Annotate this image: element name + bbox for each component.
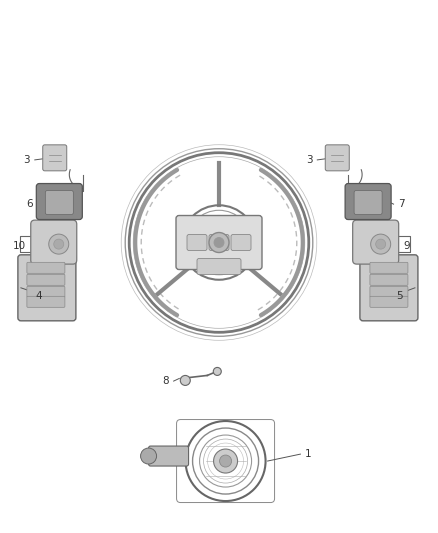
FancyBboxPatch shape bbox=[345, 183, 391, 220]
FancyBboxPatch shape bbox=[148, 446, 189, 466]
Circle shape bbox=[209, 232, 229, 253]
Circle shape bbox=[180, 375, 190, 385]
Text: 5: 5 bbox=[396, 291, 403, 301]
FancyBboxPatch shape bbox=[370, 286, 408, 297]
Text: 3: 3 bbox=[306, 155, 312, 165]
Text: 3: 3 bbox=[23, 155, 30, 165]
Text: 10: 10 bbox=[13, 241, 26, 251]
FancyBboxPatch shape bbox=[360, 255, 418, 321]
FancyBboxPatch shape bbox=[325, 145, 349, 171]
Circle shape bbox=[141, 448, 156, 464]
Circle shape bbox=[371, 234, 391, 254]
FancyBboxPatch shape bbox=[27, 274, 65, 285]
FancyBboxPatch shape bbox=[18, 255, 76, 321]
Text: 1: 1 bbox=[304, 449, 311, 459]
FancyBboxPatch shape bbox=[187, 235, 207, 251]
FancyBboxPatch shape bbox=[43, 145, 67, 171]
Text: 7: 7 bbox=[399, 199, 405, 209]
FancyBboxPatch shape bbox=[36, 183, 82, 220]
Circle shape bbox=[376, 239, 386, 249]
FancyBboxPatch shape bbox=[31, 220, 77, 264]
FancyBboxPatch shape bbox=[370, 262, 408, 273]
FancyBboxPatch shape bbox=[176, 215, 262, 270]
Text: 4: 4 bbox=[35, 291, 42, 301]
Text: 8: 8 bbox=[162, 376, 169, 386]
Circle shape bbox=[54, 239, 64, 249]
Text: 6: 6 bbox=[26, 199, 33, 209]
FancyBboxPatch shape bbox=[45, 190, 73, 215]
Circle shape bbox=[219, 455, 232, 467]
FancyBboxPatch shape bbox=[353, 220, 399, 264]
FancyBboxPatch shape bbox=[27, 262, 65, 273]
FancyBboxPatch shape bbox=[27, 286, 65, 297]
Circle shape bbox=[49, 234, 69, 254]
Circle shape bbox=[214, 449, 237, 473]
FancyBboxPatch shape bbox=[209, 235, 229, 251]
FancyBboxPatch shape bbox=[370, 274, 408, 285]
FancyBboxPatch shape bbox=[231, 235, 251, 251]
Circle shape bbox=[214, 238, 224, 247]
Circle shape bbox=[213, 367, 221, 375]
FancyBboxPatch shape bbox=[27, 296, 65, 308]
Text: 9: 9 bbox=[403, 241, 410, 251]
FancyBboxPatch shape bbox=[354, 190, 382, 215]
FancyBboxPatch shape bbox=[370, 296, 408, 308]
FancyBboxPatch shape bbox=[197, 259, 241, 274]
